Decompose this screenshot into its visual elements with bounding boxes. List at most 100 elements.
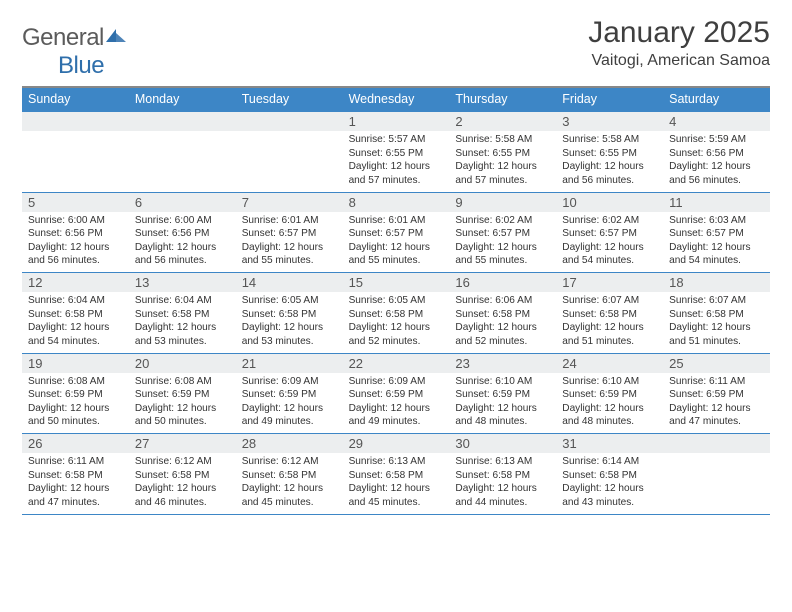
- calendar-day-cell: 2Sunrise: 5:58 AMSunset: 6:55 PMDaylight…: [449, 112, 556, 192]
- day-number: [129, 112, 236, 131]
- calendar-day-cell: [236, 112, 343, 192]
- day-number: 17: [556, 273, 663, 292]
- day-details: Sunrise: 6:10 AMSunset: 6:59 PMDaylight:…: [455, 375, 550, 430]
- page-title: January 2025: [588, 18, 770, 48]
- day-details: Sunrise: 6:13 AMSunset: 6:58 PMDaylight:…: [349, 455, 444, 510]
- dow-label: Sunday: [22, 88, 129, 111]
- calendar-day-cell: 30 Sunrise: 6:13 AMSunset: 6:58 PMDayligh…: [449, 434, 556, 514]
- day-number: 25: [663, 354, 770, 373]
- day-number: 2: [449, 112, 556, 131]
- calendar-day-cell: 31 Sunrise: 6:14 AMSunset: 6:58 PMDayligh…: [556, 434, 663, 514]
- day-number: 26: [22, 434, 129, 453]
- calendar-weeks: 1Sunrise: 5:57 AMSunset: 6:55 PMDaylight…: [22, 111, 770, 515]
- day-details: Sunrise: 6:00 AMSunset: 6:56 PMDaylight:…: [28, 214, 123, 269]
- day-number: 30: [449, 434, 556, 453]
- day-number: 7: [236, 193, 343, 212]
- calendar-day-cell: 22 Sunrise: 6:09 AMSunset: 6:59 PMDayligh…: [343, 354, 450, 434]
- day-details: Sunrise: 6:01 AMSunset: 6:57 PMDaylight:…: [349, 214, 444, 269]
- day-details: Sunrise: 5:57 AMSunset: 6:55 PMDaylight:…: [349, 133, 444, 188]
- day-number: 28: [236, 434, 343, 453]
- day-number: 14: [236, 273, 343, 292]
- header: General Blue January 2025 Vaitogi, Ameri…: [22, 18, 770, 80]
- day-number: 16: [449, 273, 556, 292]
- day-of-week-header: Sunday Monday Tuesday Wednesday Thursday…: [22, 88, 770, 111]
- day-details: Sunrise: 6:11 AMSunset: 6:58 PMDaylight:…: [28, 455, 123, 510]
- day-number: 18: [663, 273, 770, 292]
- day-number: 12: [22, 273, 129, 292]
- calendar-day-cell: 1Sunrise: 5:57 AMSunset: 6:55 PMDaylight…: [343, 112, 450, 192]
- day-details: Sunrise: 6:05 AMSunset: 6:58 PMDaylight:…: [349, 294, 444, 349]
- calendar-week: 19Sunrise: 6:08 AMSunset: 6:59 PMDayligh…: [22, 353, 770, 434]
- calendar-day-cell: 29 Sunrise: 6:13 AMSunset: 6:58 PMDayligh…: [343, 434, 450, 514]
- calendar-day-cell: 5 Sunrise: 6:00 AMSunset: 6:56 PMDaylight…: [22, 193, 129, 273]
- day-details: Sunrise: 6:02 AMSunset: 6:57 PMDaylight:…: [455, 214, 550, 269]
- calendar-day-cell: 26 Sunrise: 6:11 AMSunset: 6:58 PMDayligh…: [22, 434, 129, 514]
- calendar-day-cell: 15Sunrise: 6:05 AMSunset: 6:58 PMDayligh…: [343, 273, 450, 353]
- day-details: Sunrise: 6:12 AMSunset: 6:58 PMDaylight:…: [135, 455, 230, 510]
- dow-label: Tuesday: [236, 88, 343, 111]
- brand-part1: General: [22, 24, 104, 51]
- day-number: 31: [556, 434, 663, 453]
- calendar-week: 1Sunrise: 5:57 AMSunset: 6:55 PMDaylight…: [22, 111, 770, 192]
- brand-part2: Blue: [22, 52, 104, 79]
- calendar-day-cell: 9 Sunrise: 6:02 AMSunset: 6:57 PMDaylight…: [449, 193, 556, 273]
- calendar: Sunday Monday Tuesday Wednesday Thursday…: [22, 86, 770, 515]
- day-details: Sunrise: 6:00 AMSunset: 6:56 PMDaylight:…: [135, 214, 230, 269]
- calendar-day-cell: 28 Sunrise: 6:12 AMSunset: 6:58 PMDayligh…: [236, 434, 343, 514]
- calendar-week: 5 Sunrise: 6:00 AMSunset: 6:56 PMDaylight…: [22, 192, 770, 273]
- calendar-day-cell: 18 Sunrise: 6:07 AMSunset: 6:58 PMDayligh…: [663, 273, 770, 353]
- calendar-day-cell: 13Sunrise: 6:04 AMSunset: 6:58 PMDayligh…: [129, 273, 236, 353]
- day-details: Sunrise: 6:05 AMSunset: 6:58 PMDaylight:…: [242, 294, 337, 349]
- day-details: Sunrise: 6:03 AMSunset: 6:57 PMDaylight:…: [669, 214, 764, 269]
- day-number: 23: [449, 354, 556, 373]
- day-details: Sunrise: 6:07 AMSunset: 6:58 PMDaylight:…: [562, 294, 657, 349]
- day-details: Sunrise: 6:07 AMSunset: 6:58 PMDaylight:…: [669, 294, 764, 349]
- page-subtitle: Vaitogi, American Samoa: [588, 52, 770, 70]
- day-number: 3: [556, 112, 663, 131]
- calendar-day-cell: 23 Sunrise: 6:10 AMSunset: 6:59 PMDayligh…: [449, 354, 556, 434]
- calendar-day-cell: 21 Sunrise: 6:09 AMSunset: 6:59 PMDayligh…: [236, 354, 343, 434]
- calendar-week: 12 Sunrise: 6:04 AMSunset: 6:58 PMDayligh…: [22, 272, 770, 353]
- dow-label: Monday: [129, 88, 236, 111]
- day-number: 29: [343, 434, 450, 453]
- calendar-day-cell: [663, 434, 770, 514]
- day-number: 10: [556, 193, 663, 212]
- calendar-day-cell: 17 Sunrise: 6:07 AMSunset: 6:58 PMDayligh…: [556, 273, 663, 353]
- calendar-day-cell: 25Sunrise: 6:11 AMSunset: 6:59 PMDayligh…: [663, 354, 770, 434]
- day-number: 27: [129, 434, 236, 453]
- day-number: 11: [663, 193, 770, 212]
- calendar-day-cell: 12 Sunrise: 6:04 AMSunset: 6:58 PMDayligh…: [22, 273, 129, 353]
- calendar-day-cell: 20Sunrise: 6:08 AMSunset: 6:59 PMDayligh…: [129, 354, 236, 434]
- calendar-day-cell: 24 Sunrise: 6:10 AMSunset: 6:59 PMDayligh…: [556, 354, 663, 434]
- day-details: Sunrise: 6:10 AMSunset: 6:59 PMDaylight:…: [562, 375, 657, 430]
- day-number: 22: [343, 354, 450, 373]
- day-number: 21: [236, 354, 343, 373]
- calendar-day-cell: 16 Sunrise: 6:06 AMSunset: 6:58 PMDayligh…: [449, 273, 556, 353]
- calendar-day-cell: [22, 112, 129, 192]
- day-details: Sunrise: 6:09 AMSunset: 6:59 PMDaylight:…: [349, 375, 444, 430]
- calendar-day-cell: 3Sunrise: 5:58 AMSunset: 6:55 PMDaylight…: [556, 112, 663, 192]
- day-details: Sunrise: 5:59 AMSunset: 6:56 PMDaylight:…: [669, 133, 764, 188]
- day-number: 9: [449, 193, 556, 212]
- day-details: Sunrise: 6:08 AMSunset: 6:59 PMDaylight:…: [28, 375, 123, 430]
- calendar-day-cell: [129, 112, 236, 192]
- dow-label: Wednesday: [343, 88, 450, 111]
- calendar-day-cell: 7Sunrise: 6:01 AMSunset: 6:57 PMDaylight…: [236, 193, 343, 273]
- calendar-week: 26 Sunrise: 6:11 AMSunset: 6:58 PMDayligh…: [22, 433, 770, 515]
- day-details: Sunrise: 6:12 AMSunset: 6:58 PMDaylight:…: [242, 455, 337, 510]
- day-details: Sunrise: 6:02 AMSunset: 6:57 PMDaylight:…: [562, 214, 657, 269]
- day-number: 4: [663, 112, 770, 131]
- day-details: Sunrise: 6:08 AMSunset: 6:59 PMDaylight:…: [135, 375, 230, 430]
- dow-label: Saturday: [663, 88, 770, 111]
- day-number: 5: [22, 193, 129, 212]
- calendar-day-cell: 11 Sunrise: 6:03 AMSunset: 6:57 PMDayligh…: [663, 193, 770, 273]
- day-details: Sunrise: 6:13 AMSunset: 6:58 PMDaylight:…: [455, 455, 550, 510]
- day-details: Sunrise: 6:09 AMSunset: 6:59 PMDaylight:…: [242, 375, 337, 430]
- calendar-day-cell: 14 Sunrise: 6:05 AMSunset: 6:58 PMDayligh…: [236, 273, 343, 353]
- day-details: Sunrise: 6:06 AMSunset: 6:58 PMDaylight:…: [455, 294, 550, 349]
- day-number: 24: [556, 354, 663, 373]
- day-details: Sunrise: 6:04 AMSunset: 6:58 PMDaylight:…: [28, 294, 123, 349]
- calendar-day-cell: 4 Sunrise: 5:59 AMSunset: 6:56 PMDaylight…: [663, 112, 770, 192]
- day-details: Sunrise: 6:14 AMSunset: 6:58 PMDaylight:…: [562, 455, 657, 510]
- calendar-day-cell: 8Sunrise: 6:01 AMSunset: 6:57 PMDaylight…: [343, 193, 450, 273]
